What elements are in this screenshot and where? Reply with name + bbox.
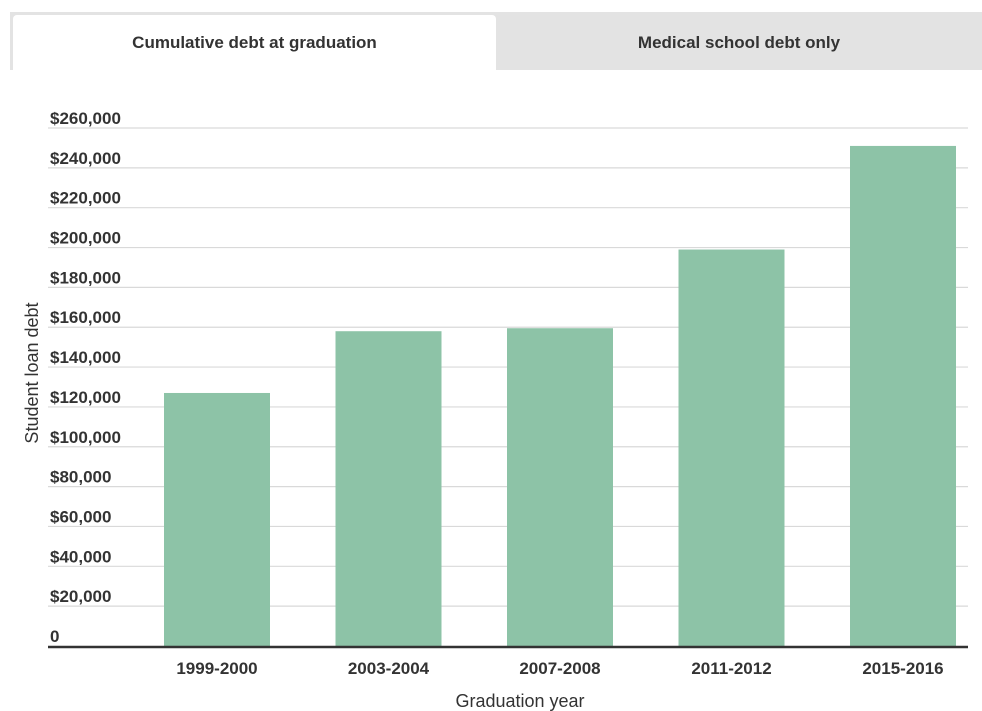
x-tick-label: 1999-2000 — [176, 659, 257, 678]
x-tick-labels: 1999-2000 2003-2004 2007-2008 2011-2012 2015… — [176, 659, 943, 678]
y-tick-label: $120,000 — [50, 388, 121, 407]
y-tick-label: 0 — [50, 627, 59, 646]
x-tick-label: 2015-2016 — [862, 659, 943, 678]
y-tick-label: $160,000 — [50, 308, 121, 327]
x-axis-label: Graduation year — [455, 691, 584, 711]
x-tick-label: 2007-2008 — [519, 659, 600, 678]
bar-2011-2012 — [678, 249, 785, 646]
bar-2007-2008 — [507, 328, 613, 646]
y-tick-label: $60,000 — [50, 507, 111, 526]
y-tick-label: $220,000 — [50, 189, 121, 208]
y-tick-label: $100,000 — [50, 428, 121, 447]
tab-medical-school-debt[interactable]: Medical school debt only — [496, 15, 982, 70]
y-tick-label: $20,000 — [50, 587, 111, 606]
x-tick-label: 2011-2012 — [691, 659, 771, 678]
bars — [164, 145, 956, 646]
x-tick-label: 2003-2004 — [348, 659, 430, 678]
chart-tabs: Cumulative debt at graduation Medical sc… — [10, 12, 982, 70]
y-tick-label: $200,000 — [50, 229, 121, 248]
y-tick-label: $240,000 — [50, 149, 121, 168]
y-tick-label: $260,000 — [50, 109, 121, 128]
y-axis-label: Student loan debt — [22, 302, 42, 443]
bar-2015-2016 — [850, 145, 956, 646]
y-tick-labels: 0 $20,000 $40,000 $60,000 $80,000 $100,000 $12… — [50, 109, 121, 646]
y-tick-label: $40,000 — [50, 547, 111, 566]
y-tick-label: $180,000 — [50, 268, 121, 287]
bar-2003-2004 — [335, 331, 442, 646]
tab-cumulative-debt[interactable]: Cumulative debt at graduation — [13, 15, 496, 70]
bar-1999-2000 — [164, 392, 270, 646]
y-tick-label: $80,000 — [50, 468, 111, 487]
y-tick-label: $140,000 — [50, 348, 121, 367]
